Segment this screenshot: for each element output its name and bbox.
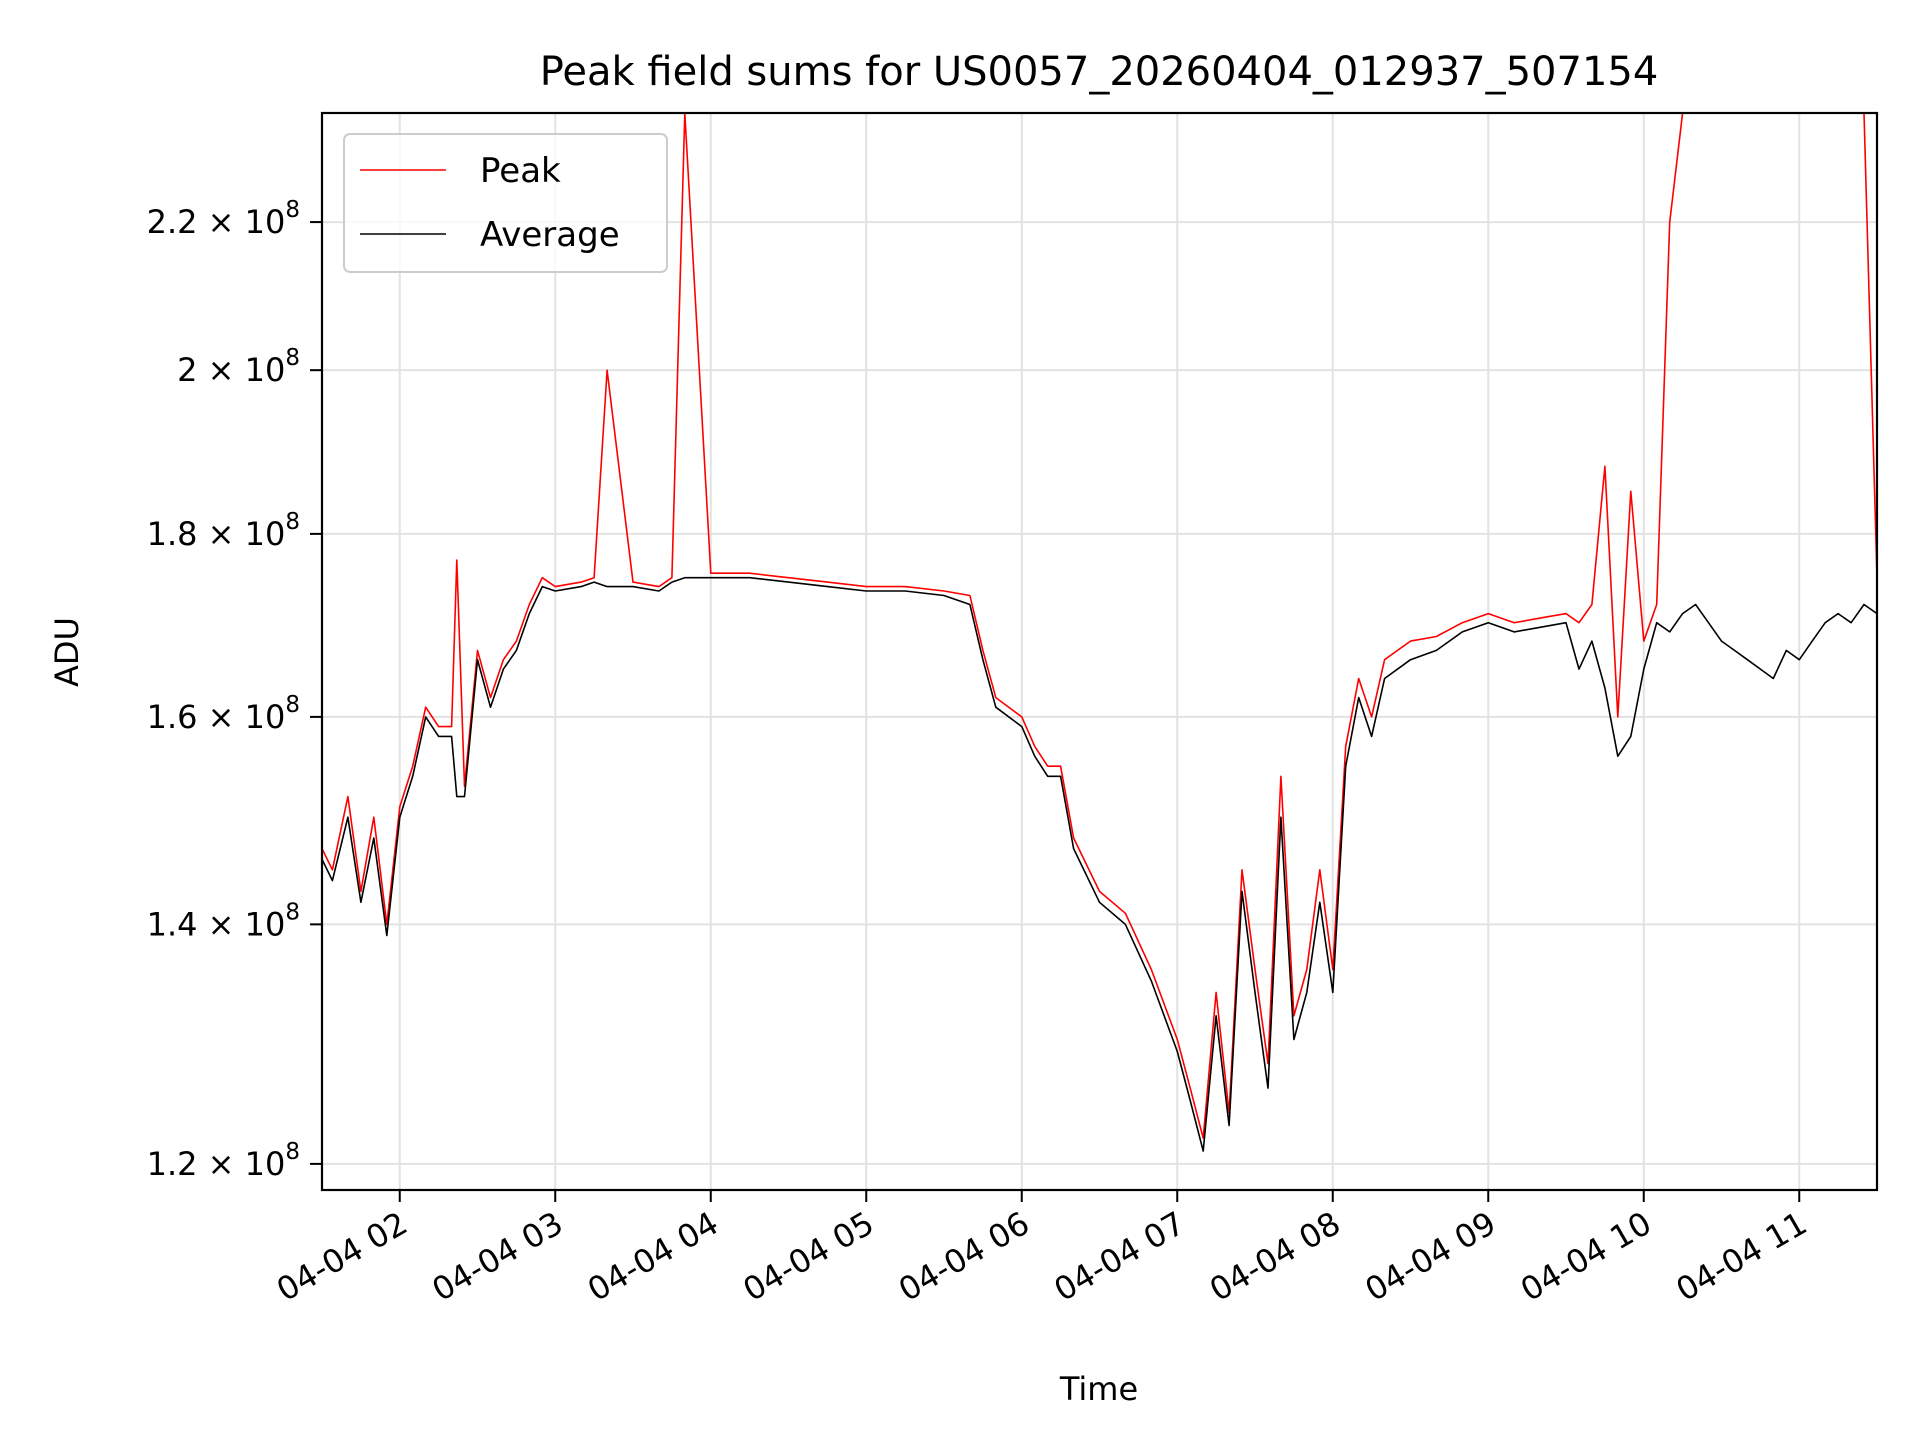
y-tick-label: 2 × 108 <box>177 345 300 389</box>
x-tick-label: 04-04 08 <box>1203 1204 1347 1309</box>
x-tick-label: 04-04 06 <box>892 1204 1036 1309</box>
y-tick-label: 1.8 × 108 <box>147 509 300 553</box>
plot-frame <box>320 111 1879 1192</box>
plot-series <box>322 113 1877 1152</box>
legend: Peak Average <box>343 133 668 273</box>
y-axis-label: ADU <box>48 617 86 687</box>
y-tick-label: 1.6 × 108 <box>147 692 300 736</box>
x-tick-label: 04-04 11 <box>1670 1204 1814 1309</box>
y-axis-ticks: 1.2 × 108 1.4 × 108 1.6 × 108 1.8 × 108 2 × … <box>147 197 322 1183</box>
grid <box>322 113 1877 1190</box>
x-tick-label: 04-04 07 <box>1048 1204 1192 1309</box>
legend-label-peak: Peak <box>480 151 561 191</box>
x-axis-label: Time <box>1059 1370 1138 1408</box>
x-tick-label: 04-04 09 <box>1359 1204 1503 1309</box>
x-axis-ticks: 04-04 02 04-04 03 04-04 04 04-04 05 04-04 06… <box>270 1190 1813 1309</box>
x-tick-label: 04-04 05 <box>737 1204 881 1309</box>
x-tick-label: 04-04 02 <box>270 1204 414 1309</box>
x-tick-label: 04-04 10 <box>1514 1204 1658 1309</box>
y-tick-label: 1.2 × 108 <box>147 1139 300 1183</box>
series-line-average <box>322 576 1877 1152</box>
chart-title: Peak field sums for US0057_20260404_0129… <box>540 49 1659 95</box>
y-tick-label: 2.2 × 108 <box>147 197 300 241</box>
x-tick-label: 04-04 04 <box>581 1204 725 1309</box>
legend-box <box>343 133 668 273</box>
series-line-peak <box>322 113 1877 1139</box>
legend-label-average: Average <box>480 215 620 255</box>
x-tick-label: 04-04 03 <box>426 1204 570 1309</box>
y-tick-label: 1.4 × 108 <box>147 899 300 943</box>
